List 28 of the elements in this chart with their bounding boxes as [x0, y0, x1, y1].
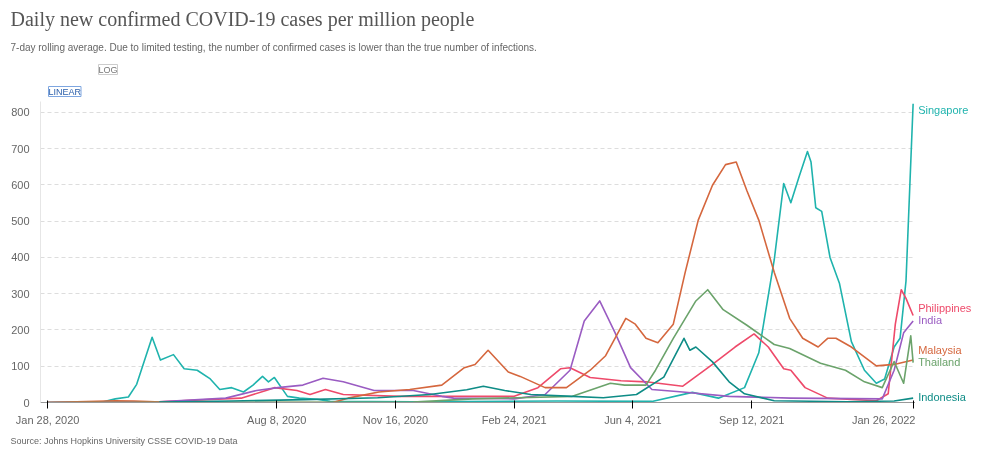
- y-tick-label: 100: [11, 360, 30, 373]
- y-tick-label: 700: [11, 142, 30, 155]
- x-tick-label: Sep 12, 2021: [718, 413, 785, 426]
- x-tick-label: Jan 26, 2022: [851, 413, 916, 426]
- y-tick-label: 300: [11, 287, 30, 300]
- series-label: Singapore: [918, 103, 969, 116]
- series-label: Thailand: [918, 355, 961, 368]
- x-tick-label: Feb 24, 2021: [481, 413, 547, 426]
- series-label: India: [918, 313, 943, 326]
- x-tick-label: Aug 8, 2020: [247, 413, 307, 426]
- x-tick-label: Nov 16, 2020: [362, 413, 429, 426]
- x-tick-label: Jun 4, 2021: [604, 413, 662, 426]
- text: LOG: [98, 64, 118, 75]
- chart-subtitle: 7-day rolling average. Due to limited testing, the number of confirmed cases is lower than the true number of infections.: [10, 41, 537, 53]
- source-note: Source: Johns Hopkins University CSSE COVID-19 Data: [10, 435, 238, 446]
- chart-title: Daily new confirmed COVID-19 cases per million people: [10, 7, 475, 31]
- line-series: [158, 337, 914, 403]
- text: LINEAR: [48, 86, 82, 97]
- series-label: Philippines: [918, 301, 972, 314]
- series-label: Malaysia: [918, 343, 963, 356]
- series-label: Indonesia: [918, 391, 967, 404]
- y-tick-label: 200: [11, 323, 30, 336]
- y-tick-label: 600: [11, 178, 30, 191]
- y-tick-label: 800: [11, 106, 30, 119]
- y-tick-label: 400: [11, 251, 30, 264]
- y-tick-label: 500: [11, 215, 30, 228]
- y-tick-label: 0: [23, 396, 30, 409]
- x-tick-label: Jan 28, 2020: [15, 413, 80, 426]
